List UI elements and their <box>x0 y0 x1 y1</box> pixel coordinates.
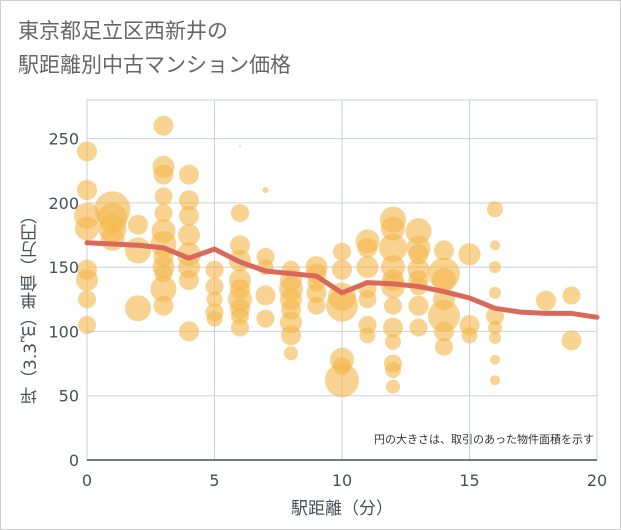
data-bubble <box>77 180 97 200</box>
data-bubble <box>379 233 407 262</box>
data-bubble <box>356 256 379 279</box>
data-bubble <box>434 321 454 342</box>
data-bubble <box>357 237 378 258</box>
data-bubble <box>284 346 298 361</box>
data-bubble <box>489 261 501 274</box>
y-tick-label: 0 <box>69 451 79 470</box>
data-bubble <box>153 164 174 185</box>
data-bubble <box>490 240 500 251</box>
data-bubble <box>206 291 223 308</box>
data-bubble <box>325 363 359 398</box>
title-line-2: 駅距離別中古マンション価格 <box>18 53 291 77</box>
data-bubble <box>262 187 269 193</box>
data-bubble <box>562 286 581 305</box>
data-bubble <box>385 333 401 350</box>
title-line-1: 東京都足立区西新井の <box>18 19 228 43</box>
data-bubble <box>230 235 250 256</box>
data-bubble <box>179 205 199 226</box>
data-bubble <box>386 379 400 394</box>
y-tick-label: 150 <box>48 258 79 277</box>
data-bubble <box>405 218 432 245</box>
data-bubble <box>125 237 151 264</box>
y-tick-label: 200 <box>48 194 79 213</box>
data-bubble <box>150 276 177 302</box>
data-bubble <box>205 260 224 279</box>
trend-line <box>84 240 600 320</box>
data-bubble <box>435 337 453 356</box>
data-bubble <box>428 300 460 332</box>
data-bubble <box>128 214 148 235</box>
data-bubble <box>332 259 352 280</box>
y-tick-label: 50 <box>59 387 79 406</box>
data-bubble <box>487 201 503 218</box>
data-bubble <box>179 321 199 342</box>
data-bubble <box>461 327 478 344</box>
data-bubble <box>256 309 275 328</box>
data-bubble <box>179 190 199 211</box>
chart-title: 東京都足立区西新井の 駅距離別中古マンション価格 <box>18 14 608 82</box>
data-bubble <box>536 290 556 311</box>
data-bubble <box>154 187 173 206</box>
data-bubble <box>179 270 199 290</box>
data-bubble <box>306 282 327 303</box>
data-bubble <box>490 375 500 386</box>
trend-polyline <box>84 240 600 320</box>
x-tick-label: 5 <box>209 471 219 490</box>
data-bubble <box>381 274 405 299</box>
y-tick-label: 250 <box>48 130 79 149</box>
data-bubble <box>486 307 504 325</box>
data-bubble <box>432 268 456 292</box>
data-bubble <box>231 204 249 223</box>
data-bubble <box>100 226 125 251</box>
data-bubble <box>489 331 501 344</box>
data-bubble <box>78 316 96 334</box>
data-bubble <box>231 318 249 337</box>
data-bubble <box>489 286 501 299</box>
data-bubble <box>326 289 358 322</box>
x-tick-label: 0 <box>82 471 92 490</box>
data-bubble <box>384 296 402 315</box>
data-bubble <box>358 290 377 309</box>
x-tick-label: 10 <box>332 471 352 490</box>
data-bubble <box>490 354 500 365</box>
y-axis-label: 坪（3.3㎡）単価（万円） <box>21 206 41 404</box>
data-bubble <box>153 115 174 136</box>
data-bubble <box>77 141 97 162</box>
data-bubble <box>307 296 326 315</box>
data-bubble <box>488 320 502 335</box>
data-bubble <box>125 295 151 322</box>
data-bubble <box>78 290 96 309</box>
data-bubble <box>206 310 223 327</box>
data-bubble <box>383 317 403 338</box>
data-bubble <box>458 243 481 266</box>
data-bubble <box>76 269 98 291</box>
data-bubble <box>359 327 376 344</box>
data-bubble <box>178 224 200 246</box>
data-bubble <box>409 318 428 337</box>
size-note: 円の大きさは、取引のあった物件面積を示す <box>374 432 594 446</box>
data-bubble <box>153 295 174 316</box>
data-bubble <box>333 242 351 261</box>
data-bubble <box>381 216 405 241</box>
y-tick-label: 100 <box>48 322 79 341</box>
data-bubble <box>205 277 224 296</box>
x-axis-label: 駅距離（分） <box>291 499 393 519</box>
data-bubble <box>408 244 429 265</box>
data-bubble <box>239 145 241 148</box>
data-bubble <box>179 164 199 185</box>
axis-ticks: 0 50 100 150 200 250 0 5 10 15 20 <box>48 130 607 490</box>
data-bubble <box>75 216 99 241</box>
x-tick-label: 15 <box>459 471 479 490</box>
x-tick-label: 20 <box>587 471 607 490</box>
data-bubble <box>408 295 429 316</box>
data-bubble <box>385 362 401 378</box>
data-bubble <box>561 330 582 351</box>
data-bubble <box>154 204 173 223</box>
data-bubble <box>255 285 276 306</box>
data-bubble <box>434 240 454 261</box>
data-bubble <box>281 325 301 346</box>
